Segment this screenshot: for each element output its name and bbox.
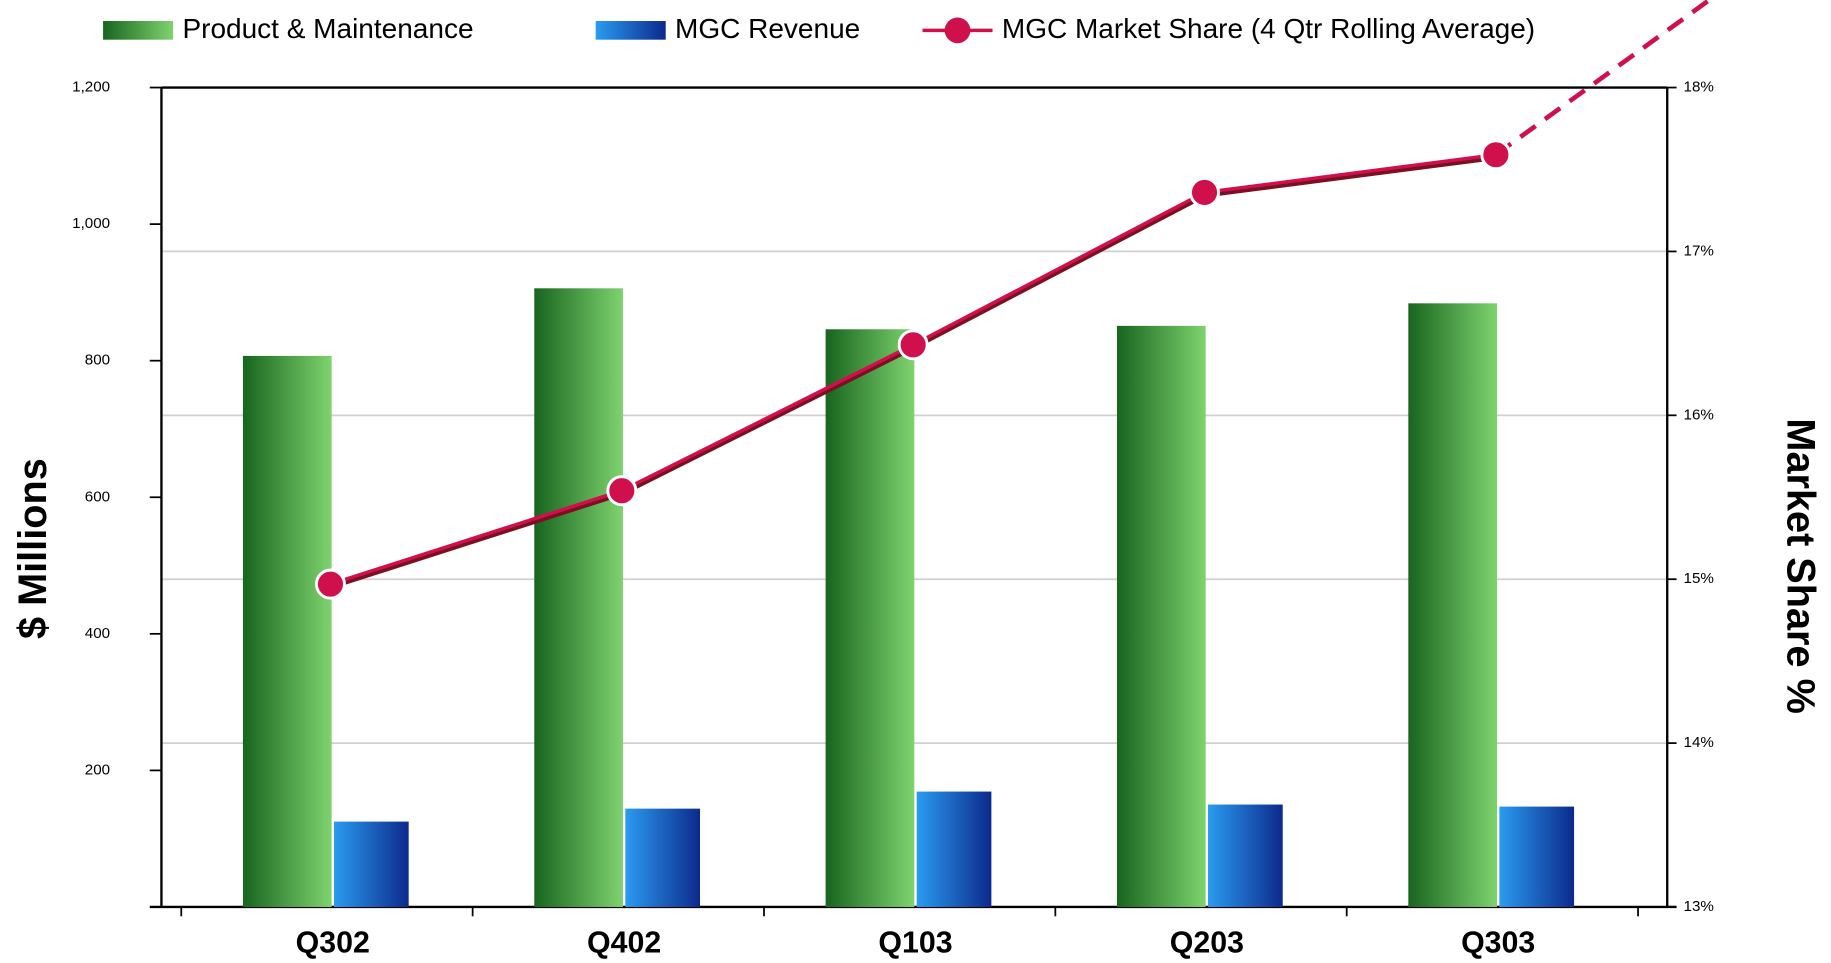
y-tick-label: 800	[85, 352, 110, 369]
trend-extension	[1494, 0, 1714, 157]
x-tick-label: Q302	[296, 926, 370, 959]
legend-label: MGC Revenue	[675, 13, 860, 44]
y-tick-label: 1,200	[72, 79, 110, 96]
legend-swatch	[595, 21, 666, 40]
bar	[1408, 303, 1498, 907]
x-tick-label: Q203	[1170, 926, 1244, 959]
y2-tick-label: 17%	[1684, 242, 1714, 259]
legend-label: MGC Market Share (4 Qtr Rolling Average)	[1002, 13, 1535, 44]
x-tick-label: Q402	[587, 926, 661, 959]
bar	[1499, 806, 1575, 907]
y2-tick-label: 16%	[1684, 406, 1714, 423]
y2-tick-label: 18%	[1684, 79, 1714, 96]
y2-tick-label: 14%	[1684, 734, 1714, 751]
bar	[534, 288, 623, 907]
marker	[606, 475, 638, 507]
marker	[897, 329, 929, 361]
bar	[1208, 804, 1283, 907]
y-tick-label: 400	[85, 625, 110, 642]
legend-swatch	[103, 21, 174, 40]
marker	[1189, 176, 1220, 208]
legend-marker	[944, 17, 971, 44]
y2-tick-label: 15%	[1684, 570, 1714, 587]
bar	[1116, 325, 1206, 907]
x-tick-label: Q103	[878, 926, 952, 959]
bar	[916, 791, 992, 907]
y-tick-label: 200	[85, 761, 110, 778]
y-axis-title: $ Millions	[11, 458, 55, 639]
y-tick-label: 600	[85, 488, 110, 505]
marker	[314, 568, 346, 600]
legend-label: Product & Maintenance	[182, 13, 473, 44]
x-tick-label: Q303	[1461, 926, 1535, 959]
marker	[1480, 139, 1512, 171]
bar	[825, 329, 915, 907]
y-tick-label: 1,000	[72, 215, 110, 232]
bar	[242, 355, 332, 907]
bar	[625, 808, 701, 907]
y2-axis-title: Market Share %	[1778, 418, 1822, 713]
y2-tick-label: 13%	[1684, 898, 1714, 915]
bar	[333, 821, 409, 907]
